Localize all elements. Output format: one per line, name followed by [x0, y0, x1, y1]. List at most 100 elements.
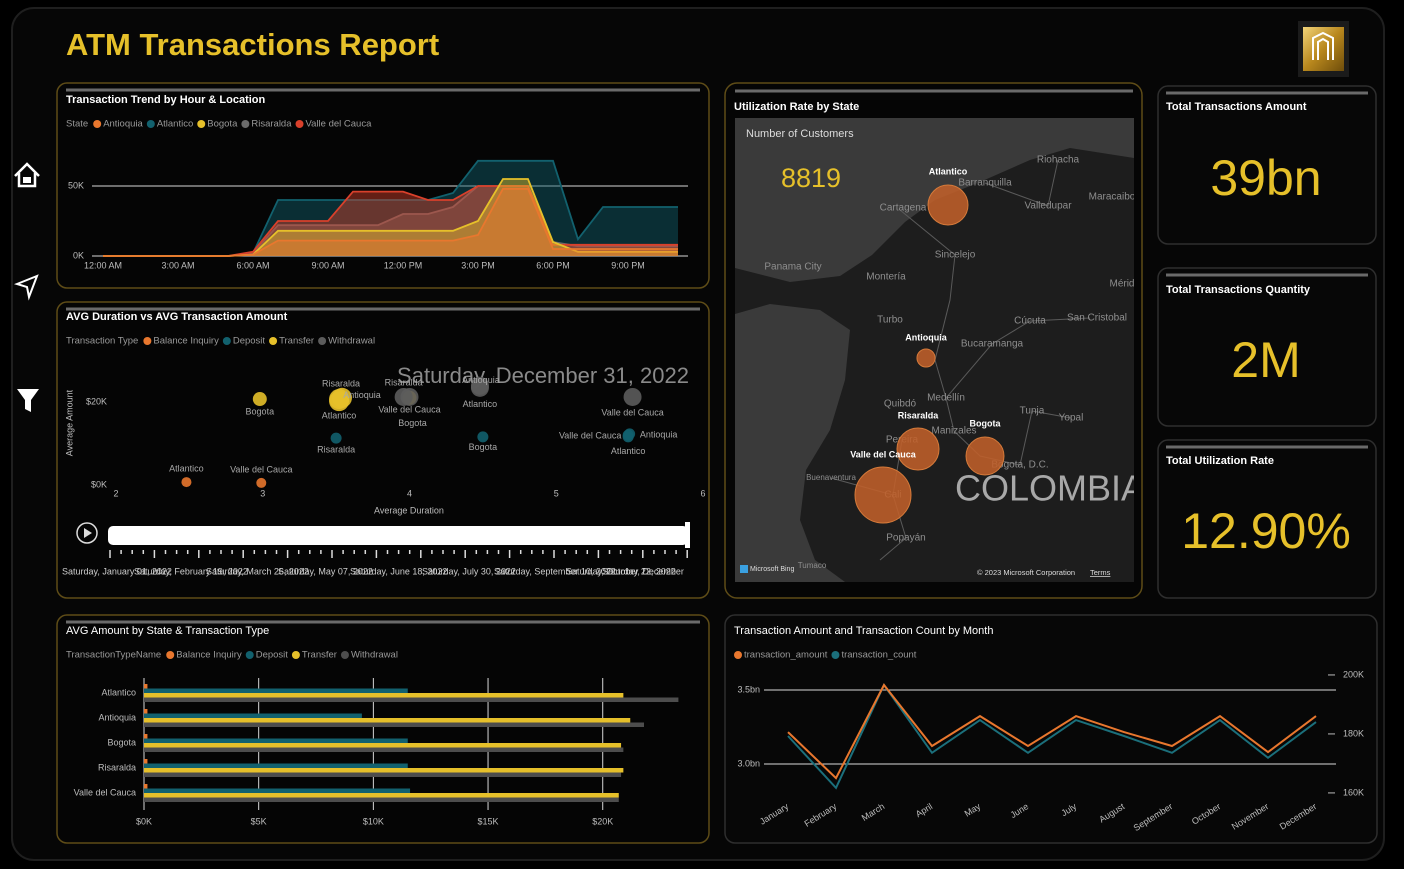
point-label: Risaralda: [317, 444, 355, 454]
map-card-value: 8819: [781, 163, 841, 193]
kpi-card: [1157, 85, 1377, 245]
scatter-point: [623, 387, 642, 406]
play-axis-date: Saturday, December 31, 2022: [397, 363, 689, 388]
map-bubble: [854, 466, 912, 524]
nav-home[interactable]: [14, 162, 40, 188]
point-label: Bogota: [398, 418, 427, 428]
nav-navigate[interactable]: [13, 274, 39, 301]
report-title: ATM Transactions Report: [66, 27, 439, 62]
bar: [144, 788, 411, 793]
legend-title: TransactionTypeName: [66, 650, 161, 661]
map-terms[interactable]: Terms: [1090, 568, 1111, 577]
chart-title: AVG Duration vs AVG Transaction Amount: [66, 311, 288, 323]
legend-label: transaction_amount: [744, 650, 828, 661]
bar: [144, 763, 408, 768]
y-tick-label: Atlantico: [101, 687, 136, 697]
map-land: [735, 148, 1134, 582]
map-bubble: [927, 184, 969, 226]
y-tick-label: Bogota: [107, 737, 136, 747]
x-tick-label: $20K: [592, 816, 613, 826]
scatter-point: [622, 431, 634, 443]
map-place-label: Riohacha: [1037, 155, 1080, 166]
x-tick-label: 5: [554, 488, 559, 498]
bing-logo: [740, 565, 748, 573]
map-place-label: San Cristobal: [1067, 313, 1127, 324]
map-place-label: Maracaibo: [1089, 192, 1136, 203]
point-label: Valle del Cauca: [378, 404, 440, 414]
kpi-title: Total Utilization Rate: [1166, 455, 1274, 467]
point-label: Risaralda: [322, 378, 360, 388]
panel: [56, 301, 710, 599]
legend-marker: [269, 337, 278, 345]
y-tick-label: $20K: [86, 396, 107, 406]
play-slider[interactable]: [108, 526, 688, 545]
map-state-label: Antioquia: [905, 332, 947, 342]
scatter-point: [400, 387, 419, 406]
x-tick-label: $10K: [363, 816, 384, 826]
map-bubble: [916, 348, 936, 368]
nav-filter[interactable]: [17, 389, 39, 412]
legend-marker: [340, 651, 349, 659]
play-button[interactable]: [76, 522, 98, 544]
legend-label: Deposit: [233, 336, 266, 347]
play-handle[interactable]: [685, 522, 690, 548]
point-label: Risaralda: [385, 377, 423, 387]
kpi-title: Total Transactions Quantity: [1166, 284, 1311, 296]
legend-marker: [143, 337, 152, 345]
legend-marker: [222, 337, 231, 345]
x-tick-label: 6:00 AM: [236, 260, 269, 270]
map-place-label: Sincelejo: [935, 250, 976, 261]
kpi-card: [1157, 267, 1377, 427]
play-icon: [84, 528, 92, 538]
x-tick-label: 9:00 AM: [311, 260, 344, 270]
point-label: Valle del Cauca: [559, 431, 621, 441]
legend-marker: [295, 120, 304, 128]
map-place-label: Popayán: [886, 533, 925, 544]
legend-marker: [318, 337, 327, 345]
legend-marker: [146, 120, 155, 128]
map-place-label: Tumaco: [798, 561, 827, 570]
x-tick-label: $5K: [251, 816, 267, 826]
map-place-label: Cartagena: [880, 203, 927, 214]
bar: [144, 713, 362, 718]
kpi-value: 2M: [1231, 332, 1300, 388]
kpi-title: Total Transactions Amount: [1166, 101, 1307, 113]
scatter-point: [470, 378, 489, 397]
bar: [144, 688, 408, 693]
map-place-label: Yopal: [1059, 413, 1084, 424]
legend-label: Balance Inquiry: [153, 336, 219, 347]
map-state-label: Risaralda: [898, 410, 940, 420]
scatter-point: [252, 392, 267, 407]
x-tick-label: 9:00 PM: [611, 260, 645, 270]
x-tick-label: 6: [700, 488, 705, 498]
scatter-point: [181, 477, 192, 488]
y-tick-label: Antioquia: [98, 712, 136, 722]
legend-label: transaction_count: [841, 650, 916, 661]
x-tick-label: 2: [113, 488, 118, 498]
legend-label: Balance Inquiry: [176, 650, 242, 661]
x-tick-label: 12:00 AM: [84, 260, 122, 270]
x-tick-label: $0K: [136, 816, 152, 826]
bar: [144, 734, 148, 739]
panel: [724, 614, 1378, 844]
bar: [144, 722, 645, 727]
point-label: Atlantico: [322, 410, 357, 420]
x-axis-label: Average Duration: [374, 505, 444, 515]
y-axis-label: Average Amount: [64, 389, 74, 456]
legend-marker: [291, 651, 300, 659]
point-label: Atlantico: [463, 399, 498, 409]
x-tick-label: 3: [260, 488, 265, 498]
map-card-label: Number of Customers: [746, 128, 854, 140]
play-axis-label: Saturday, October 22, 2022: [566, 566, 676, 576]
y-tick-label: 0K: [73, 250, 84, 260]
kpi-value: 39bn: [1210, 150, 1321, 206]
bar: [144, 684, 148, 689]
play-axis-label: Saturday, January 01, 2022: [62, 566, 172, 576]
legend-label: Atlantico: [157, 119, 193, 130]
point-label: Antioquia: [462, 375, 500, 385]
bar: [144, 709, 148, 714]
map-place-label: Manizales: [931, 426, 976, 437]
line: [787, 683, 1317, 780]
scatter-point: [477, 431, 489, 443]
